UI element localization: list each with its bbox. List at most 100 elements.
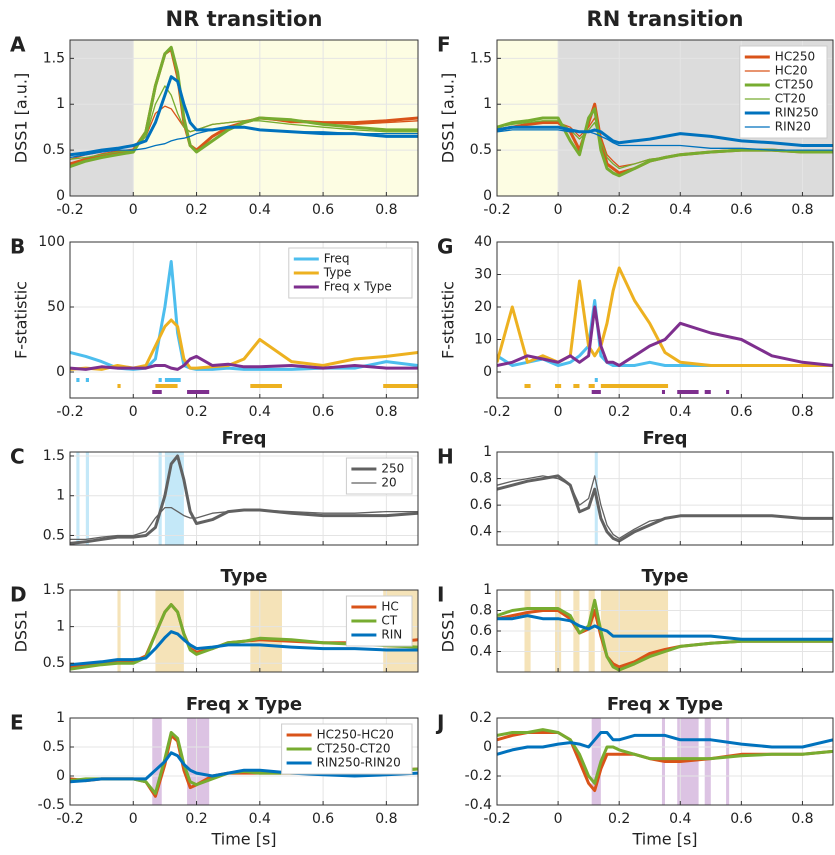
shaded-region xyxy=(70,40,134,196)
shaded-region xyxy=(155,590,184,672)
significance-bar xyxy=(573,384,580,388)
x-tick-label: 0.2 xyxy=(608,202,630,218)
legend-label: HC250-HC20 xyxy=(317,728,394,742)
series-line xyxy=(497,731,833,756)
panel-title: Type xyxy=(221,566,268,587)
x-tick-label: 0.4 xyxy=(249,811,271,827)
legend-label: RIN20 xyxy=(775,120,811,134)
axes-box xyxy=(69,451,419,546)
significance-bar xyxy=(588,384,595,388)
legend-box xyxy=(345,457,413,495)
panel: -0.2 0 0.2 0.4 0.6 0.8 -0.5 0 0.5 1 E Freq x Type Ti… xyxy=(10,694,419,849)
significance-bar xyxy=(164,378,181,382)
x-tick-label: 0.8 xyxy=(791,404,813,420)
y-tick-label: 1 xyxy=(56,96,65,112)
y-tick-label: 1 xyxy=(483,444,492,460)
significance-bar xyxy=(85,378,89,382)
y-tick-label: 0.8 xyxy=(470,603,492,619)
y-tick-label: 0.5 xyxy=(470,142,492,158)
x-tick-label: 0.6 xyxy=(312,811,334,827)
y-tick-label: 1 xyxy=(56,710,65,726)
x-axis-label: Time [s] xyxy=(631,830,697,849)
panel-letter: D xyxy=(10,583,27,607)
y-tick-label: -0.2 xyxy=(465,768,492,784)
x-tick-label: 0.2 xyxy=(608,811,630,827)
y-axis-label: DSS1 xyxy=(12,610,31,653)
significance-bar xyxy=(524,384,531,388)
significance-bar xyxy=(591,390,601,394)
series-line xyxy=(497,728,833,785)
y-tick-label: 1 xyxy=(483,582,492,598)
legend-label: Freq x Type xyxy=(324,280,392,294)
significance-bar xyxy=(155,384,178,388)
x-tick-label: 0.2 xyxy=(185,202,207,218)
panel-letter: E xyxy=(10,711,24,735)
column-title: NR transition xyxy=(166,7,323,31)
shaded-region xyxy=(76,452,80,545)
x-tick-label: 0.6 xyxy=(312,202,334,218)
panel: -0.2 0 0.2 0.4 0.6 0.8 0 50 100 B F-statistic FreqT… xyxy=(10,234,419,420)
significance-bar xyxy=(76,378,80,382)
panel-title: Freq xyxy=(642,428,687,449)
column-title: RN transition xyxy=(587,7,744,31)
series-line xyxy=(497,305,833,367)
y-tick-label: -0.4 xyxy=(465,797,492,813)
x-tick-label: 0 xyxy=(129,811,138,827)
y-axis-label: F-statistic xyxy=(12,281,31,359)
series-line xyxy=(497,125,833,147)
x-tick-label: -0.2 xyxy=(56,404,83,420)
series-line xyxy=(70,318,418,371)
y-tick-label: 0 xyxy=(483,188,492,204)
legend-label: CT250 xyxy=(775,78,814,92)
y-axis-label: DSS1 xyxy=(439,610,458,653)
y-tick-label: -0.5 xyxy=(38,797,65,813)
legend-box xyxy=(739,45,828,139)
axes-box xyxy=(496,589,834,673)
significance-bar xyxy=(158,378,162,382)
significance-bar xyxy=(600,384,669,388)
plot-area xyxy=(70,242,418,398)
shaded-region xyxy=(85,452,89,545)
significance-bar xyxy=(677,390,699,394)
panel: 0.4 0.6 0.8 1 I Type DSS1 xyxy=(437,566,834,673)
y-tick-label: 0.6 xyxy=(470,623,492,639)
legend-label: CT250-CT20 xyxy=(317,742,391,756)
panel-letter: G xyxy=(437,235,453,259)
panel-title: Type xyxy=(642,566,689,587)
shaded-region xyxy=(591,718,601,805)
panel-letter: B xyxy=(10,235,25,259)
plot-area xyxy=(497,718,833,805)
x-tick-label: -0.2 xyxy=(56,202,83,218)
y-tick-label: 0.5 xyxy=(43,142,65,158)
series-line xyxy=(70,454,418,545)
plot-area xyxy=(497,242,833,398)
shaded-region xyxy=(152,718,162,805)
shaded-region xyxy=(158,452,162,545)
significance-bar xyxy=(383,384,418,388)
significance-bar xyxy=(594,378,598,382)
legend-label: RIN250 xyxy=(775,106,819,120)
legend-label: Type xyxy=(323,266,352,280)
series-line xyxy=(497,299,833,367)
panel-title: Freq x Type xyxy=(607,694,723,715)
x-tick-label: 0.4 xyxy=(669,811,691,827)
x-tick-label: 0.4 xyxy=(249,202,271,218)
plot-area xyxy=(497,590,833,672)
series-line xyxy=(497,120,833,170)
x-tick-label: 0 xyxy=(554,202,563,218)
shaded-region xyxy=(187,718,210,805)
panel-letter: C xyxy=(10,445,25,469)
axes-box xyxy=(496,451,834,546)
x-tick-label: -0.2 xyxy=(483,404,510,420)
y-tick-label: 1.5 xyxy=(43,582,65,598)
x-tick-label: -0.2 xyxy=(56,811,83,827)
y-tick-label: 1.5 xyxy=(43,50,65,66)
panel-letter: I xyxy=(437,583,444,607)
y-tick-label: 1 xyxy=(56,619,65,635)
shaded-region xyxy=(117,590,121,672)
axes-box xyxy=(496,717,834,806)
y-tick-label: 20 xyxy=(474,299,492,315)
legend-label: RIN xyxy=(381,628,402,642)
